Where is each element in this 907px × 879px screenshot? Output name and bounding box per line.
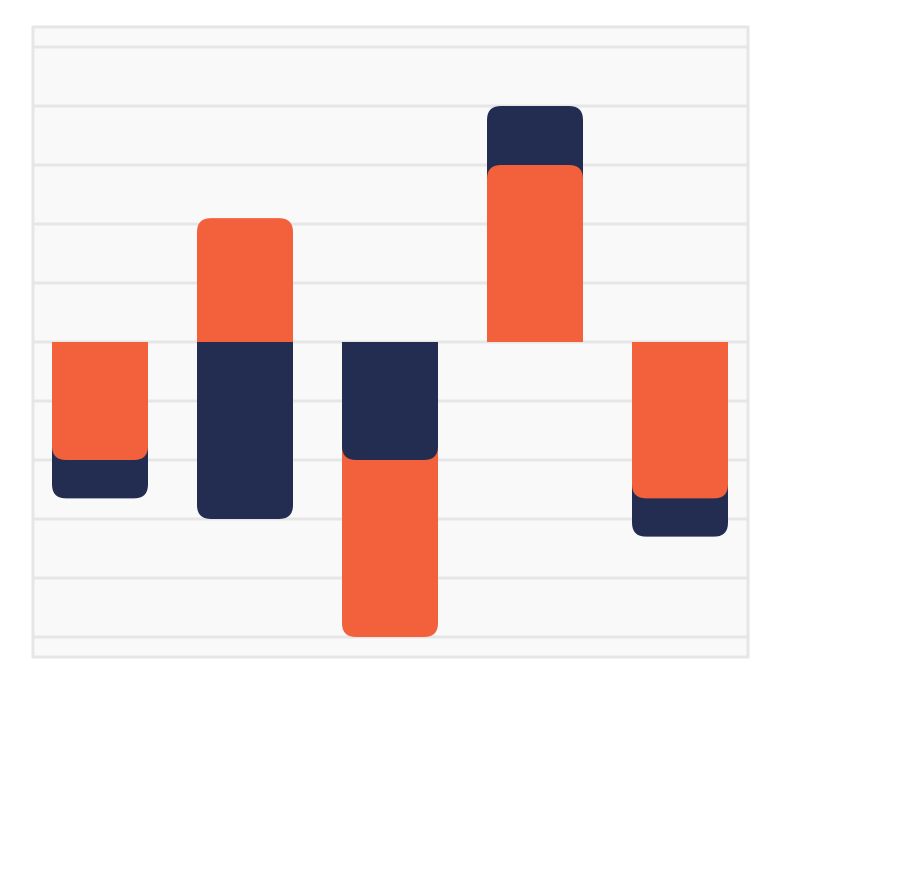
bar xyxy=(487,165,583,342)
bar xyxy=(52,342,148,460)
bar xyxy=(342,342,438,460)
bar xyxy=(632,342,728,499)
bar xyxy=(197,218,293,342)
bar xyxy=(197,342,293,519)
